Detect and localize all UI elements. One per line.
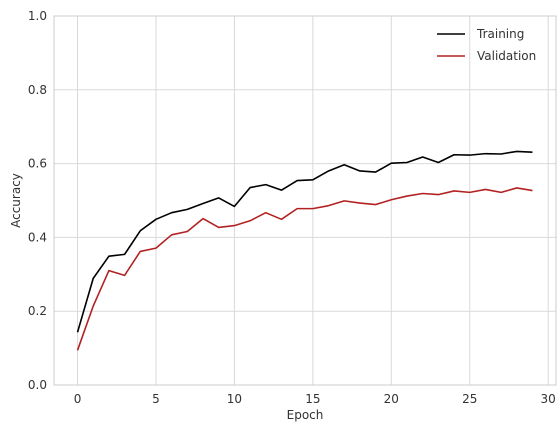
y-tick-label: 0.2	[28, 304, 47, 318]
x-tick-label: 30	[541, 392, 556, 406]
plot-frame	[53, 15, 557, 386]
x-tick-label: 20	[384, 392, 399, 406]
series-line-training	[76, 150, 533, 333]
y-tick-label: 0.8	[28, 83, 47, 97]
legend-label-validation: Validation	[477, 49, 536, 63]
series-layer	[76, 150, 533, 351]
x-tick-label: 0	[74, 392, 82, 406]
legend: Training Validation	[437, 27, 536, 63]
y-tick-label: 0.6	[28, 157, 47, 171]
x-tick-label: 15	[305, 392, 320, 406]
grid	[54, 15, 556, 386]
x-axis-label: Epoch	[287, 408, 324, 422]
series-line-validation	[76, 187, 533, 351]
x-tick-label: 25	[462, 392, 477, 406]
y-tick-labels: 0.0 0.2 0.4 0.6 0.8 1.0	[28, 9, 47, 392]
x-tick-label: 10	[227, 392, 242, 406]
y-axis-label: Accuracy	[9, 173, 23, 228]
y-tick-label: 0.4	[28, 230, 47, 244]
x-tick-labels: 0 5 10 15 20 25 30	[74, 392, 556, 406]
y-tick-label: 0.0	[28, 378, 47, 392]
y-tick-label: 1.0	[28, 9, 47, 23]
x-tick-label: 5	[152, 392, 160, 406]
legend-label-training: Training	[476, 27, 524, 41]
